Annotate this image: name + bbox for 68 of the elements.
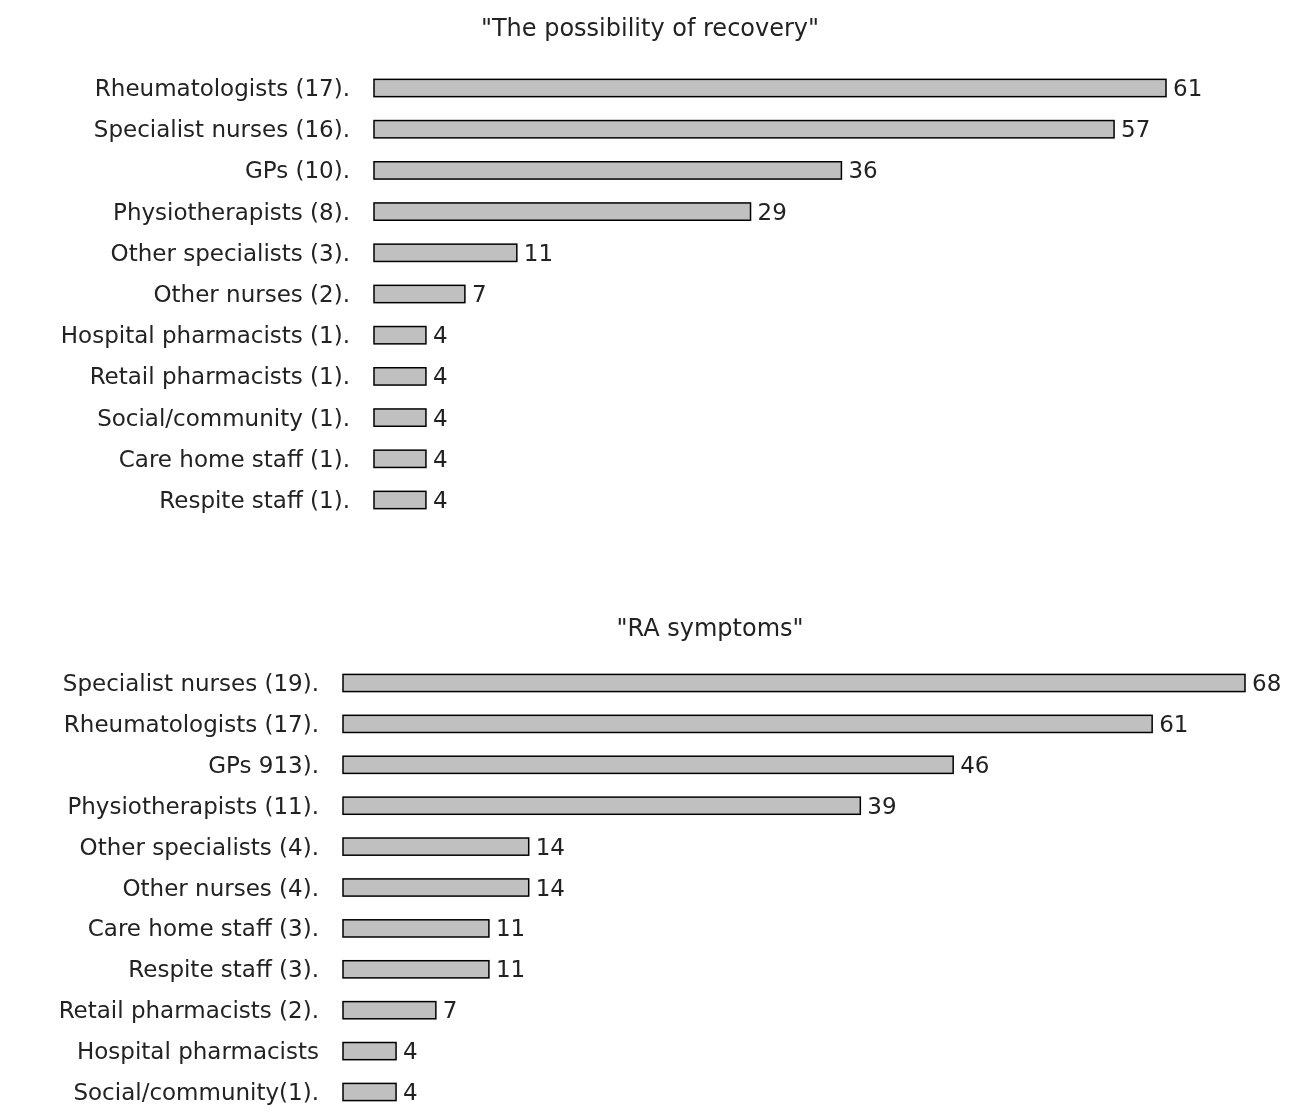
bar (342, 673, 1246, 693)
y-tick-label: Specialist nurses (19). (62, 670, 319, 697)
data-label: 11 (495, 915, 526, 942)
data-label: 7 (471, 281, 487, 308)
bar (342, 1000, 437, 1020)
bar (373, 243, 518, 263)
bar (373, 119, 1115, 139)
y-tick-label: Respite staff (1). (159, 487, 350, 514)
data-label: 14 (535, 874, 565, 901)
data-label: 4 (432, 322, 448, 349)
y-tick-label: Care home staff (3). (87, 915, 319, 942)
data-label: 4 (403, 1038, 418, 1065)
bar (342, 919, 490, 938)
chart-title: "The possibility of recovery" (480, 14, 820, 42)
bar (373, 449, 427, 469)
y-tick-label: Specialist nurses (16). (93, 116, 350, 143)
y-tick-label: Rheumatologists (17). (63, 710, 319, 737)
data-label: 7 (442, 997, 458, 1024)
data-label: 11 (495, 956, 526, 983)
bar (342, 1082, 397, 1102)
y-tick-label: GPs 913). (208, 751, 319, 778)
y-tick-label: Other nurses (4). (122, 874, 319, 901)
data-label: 14 (535, 833, 565, 860)
y-tick-label: GPs (10). (244, 157, 350, 184)
bar (373, 408, 427, 427)
bar (342, 796, 862, 816)
bar (373, 202, 752, 221)
y-tick-label: Hospital pharmacists (77, 1038, 319, 1065)
bar (342, 755, 954, 775)
y-tick-label: Social/community(1). (73, 1079, 319, 1106)
data-label: 68 (1252, 670, 1282, 697)
data-label: 29 (757, 198, 787, 225)
y-tick-label: Retail pharmacists (2). (58, 997, 319, 1024)
y-tick-label: Physiotherapists (8). (113, 198, 350, 225)
data-label: 57 (1121, 116, 1151, 143)
bar (373, 325, 427, 345)
bar (373, 78, 1167, 98)
data-label: 4 (432, 487, 448, 514)
y-tick-label: Care home staff (1). (118, 445, 350, 472)
bar (342, 837, 530, 856)
data-label: 11 (523, 239, 554, 266)
data-label: 4 (432, 363, 448, 390)
y-tick-label: Other specialists (4). (79, 833, 319, 860)
y-tick-label: Other nurses (2). (153, 281, 350, 308)
data-label: 46 (960, 751, 990, 778)
bar (342, 1041, 397, 1061)
bar (373, 284, 466, 304)
chart-title: "RA symptoms" (616, 614, 804, 642)
y-tick-label: Retail pharmacists (1). (89, 363, 350, 390)
data-label: 39 (867, 792, 897, 819)
bar (373, 367, 427, 386)
y-tick-label: Physiotherapists (11). (67, 792, 319, 819)
data-label: 4 (432, 445, 448, 472)
y-tick-label: Social/community (1). (97, 404, 350, 431)
bar (342, 959, 490, 979)
data-label: 36 (848, 157, 878, 184)
y-tick-label: Other specialists (3). (110, 239, 350, 266)
data-label: 4 (432, 404, 448, 431)
y-tick-label: Respite staff (3). (128, 956, 319, 983)
bar (373, 490, 427, 510)
bar (342, 714, 1153, 734)
data-label: 61 (1173, 75, 1203, 102)
y-tick-label: Hospital pharmacists (1). (60, 322, 350, 349)
bar (342, 878, 530, 897)
y-tick-label: Rheumatologists (17). (94, 75, 350, 102)
data-label: 61 (1159, 710, 1189, 737)
data-label: 4 (403, 1079, 418, 1106)
bar (373, 161, 843, 180)
